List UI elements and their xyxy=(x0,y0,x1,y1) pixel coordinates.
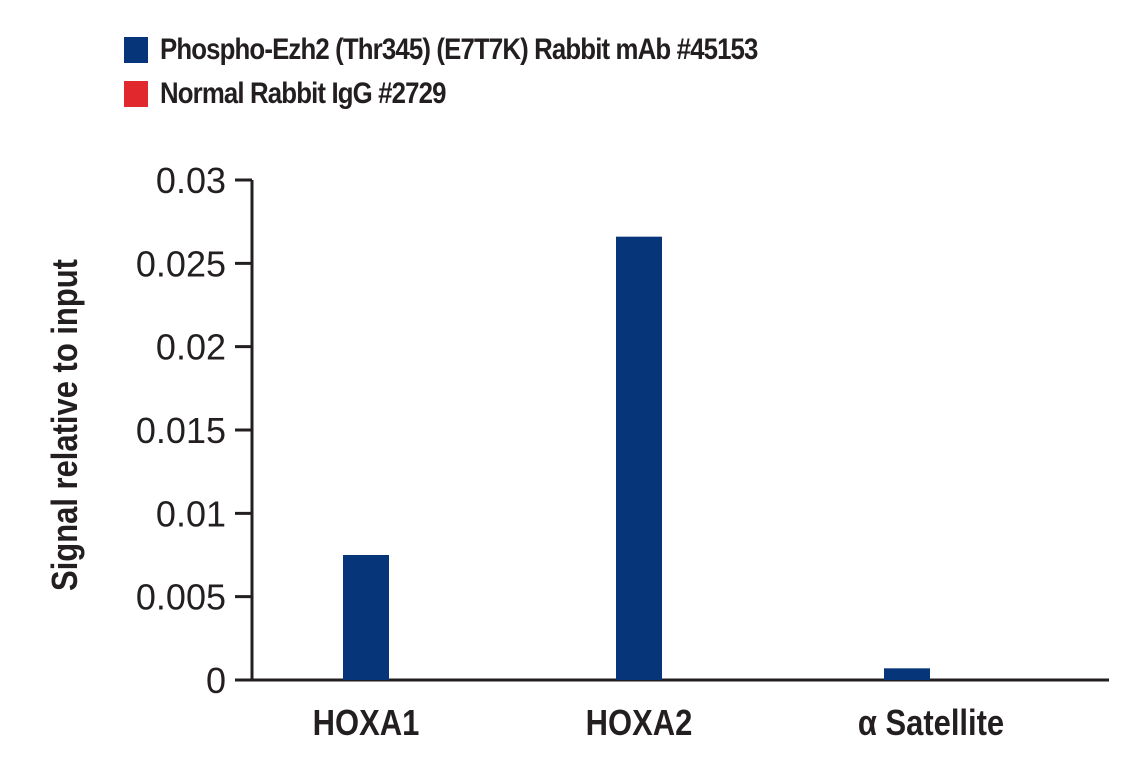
x-category-label: α Satellite xyxy=(858,704,1004,744)
y-tick-label: 0.015 xyxy=(136,410,226,451)
y-tick-label: 0.02 xyxy=(156,327,226,368)
y-axis-title: Signal relative to input xyxy=(46,259,86,591)
x-category-label: HOXA2 xyxy=(586,704,693,744)
y-tick-label: 0.03 xyxy=(156,160,226,201)
category-labels: HOXA1 HOXA2 α Satellite xyxy=(313,704,1004,744)
bars xyxy=(343,236,930,680)
bar-hoxa2 xyxy=(616,236,662,680)
legend-label: Normal Rabbit IgG #2729 xyxy=(160,77,446,110)
legend: Phospho-Ezh2 (Thr345) (E7T7K) Rabbit mAb… xyxy=(124,28,855,116)
legend-swatch-blue xyxy=(124,37,148,63)
legend-item-normal-igg: Normal Rabbit IgG #2729 xyxy=(124,72,855,116)
bar-hoxa1 xyxy=(343,555,389,680)
legend-item-phospho-ezh2: Phospho-Ezh2 (Thr345) (E7T7K) Rabbit mAb… xyxy=(124,28,855,72)
y-tick-label: 0 xyxy=(206,660,226,701)
legend-swatch-red xyxy=(124,81,148,107)
y-tick-label: 0.005 xyxy=(136,577,226,618)
y-axis-title-group: Signal relative to input xyxy=(46,259,86,591)
bar-α-satellite xyxy=(884,668,930,680)
axes: 0 0.005 0.01 0.015 0.02 0.025 0.03 xyxy=(136,160,1109,701)
y-tick-label: 0.025 xyxy=(136,243,226,284)
x-category-label: HOXA1 xyxy=(313,704,420,744)
y-tick-label: 0.01 xyxy=(156,493,226,534)
legend-label: Phospho-Ezh2 (Thr345) (E7T7K) Rabbit mAb… xyxy=(160,33,758,66)
